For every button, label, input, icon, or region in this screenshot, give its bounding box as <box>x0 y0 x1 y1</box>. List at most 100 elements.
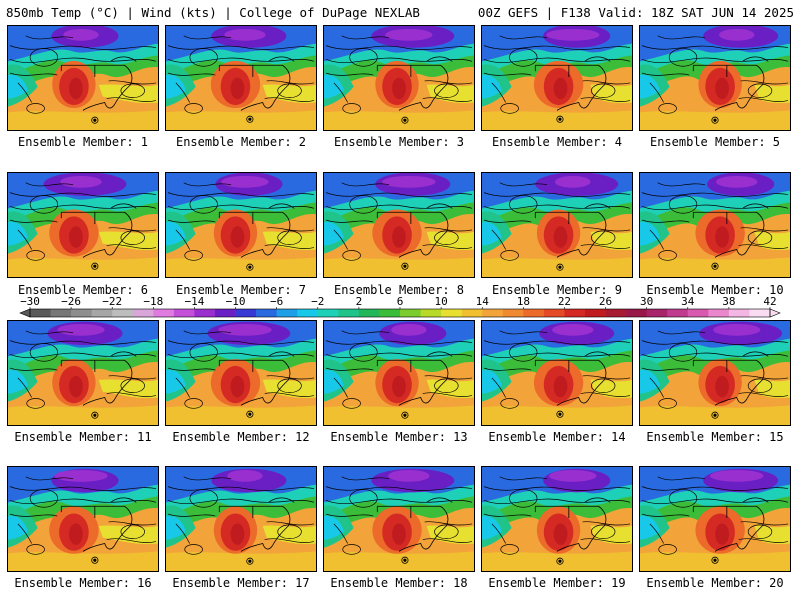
colorbar-swatch <box>687 309 709 317</box>
ensemble-member-label: Ensemble Member: 19 <box>488 576 626 590</box>
ensemble-member-label: Ensemble Member: 3 <box>333 135 465 149</box>
colorbar-swatch <box>194 309 216 317</box>
colorbar-swatch <box>728 309 750 317</box>
ensemble-member-map <box>165 172 317 278</box>
ensemble-member-label: Ensemble Member: 2 <box>175 135 307 149</box>
colorbar-swatch <box>30 309 51 317</box>
ensemble-member-map <box>481 172 633 278</box>
ensemble-member-map <box>7 466 159 572</box>
ensemble-member-map <box>165 466 317 572</box>
colorbar-tick-label: 38 <box>722 295 735 308</box>
colorbar-swatch <box>215 309 236 317</box>
colorbar-swatch <box>585 309 606 317</box>
colorbar-swatch <box>173 309 195 317</box>
ensemble-member-label: Ensemble Member: 20 <box>646 576 784 590</box>
ensemble-member-map <box>7 320 159 426</box>
colorbar-swatch <box>646 309 668 317</box>
ensemble-member-label: Ensemble Member: 15 <box>646 430 784 444</box>
chart-title: 850mb Temp (°C) | Wind (kts) | College o… <box>6 5 420 20</box>
colorbar-tick-label: 14 <box>476 295 490 308</box>
colorbar-swatch <box>461 309 483 317</box>
ensemble-member-map <box>165 320 317 426</box>
colorbar-swatch <box>420 309 442 317</box>
colorbar-min-arrow <box>19 308 31 318</box>
colorbar-tick-label: −2 <box>311 295 324 308</box>
colorbar-tick-label: −10 <box>226 295 246 308</box>
colorbar-swatch <box>338 309 360 317</box>
colorbar-swatch <box>379 309 401 317</box>
colorbar-swatch <box>132 309 154 317</box>
ensemble-member-map <box>7 172 159 278</box>
colorbar-swatch <box>50 309 72 317</box>
ensemble-member-map <box>481 466 633 572</box>
ensemble-member-map <box>639 466 791 572</box>
temperature-colorbar: −30 −26 −22 −18 −14 −10 −6 −2 2 6 10 14 18 22 26 30 34 38… <box>19 295 781 318</box>
colorbar-swatch <box>502 309 524 317</box>
ensemble-member-label: Ensemble Member: 7 <box>175 283 307 297</box>
colorbar-swatch <box>276 309 298 317</box>
colorbar-swatch <box>605 309 627 317</box>
colorbar-tick-label: −22 <box>102 295 122 308</box>
colorbar-tick-label: 6 <box>397 295 404 308</box>
colorbar-swatch <box>441 309 462 317</box>
ensemble-member-map <box>323 172 475 278</box>
ensemble-member-label: Ensemble Member: 16 <box>14 576 152 590</box>
colorbar-swatch <box>112 309 134 317</box>
colorbar-swatch <box>400 309 421 317</box>
ensemble-member-map <box>481 25 633 131</box>
colorbar-swatch <box>235 309 257 317</box>
ensemble-member-map <box>7 25 159 131</box>
ensemble-member-label: Ensemble Member: 4 <box>491 135 623 149</box>
colorbar-tick-label: 34 <box>681 295 695 308</box>
ensemble-member-label: Ensemble Member: 10 <box>646 283 784 297</box>
colorbar-swatch <box>256 309 277 317</box>
colorbar-tick-label: 22 <box>558 295 571 308</box>
ensemble-member-label: Ensemble Member: 17 <box>172 576 310 590</box>
ensemble-member-map <box>165 25 317 131</box>
ensemble-member-label: Ensemble Member: 8 <box>333 283 465 297</box>
colorbar-swatch <box>358 309 380 317</box>
colorbar-tick-label: −14 <box>185 295 205 308</box>
ensemble-member-map <box>639 320 791 426</box>
colorbar-swatch <box>317 309 339 317</box>
ensemble-member-map <box>639 25 791 131</box>
colorbar-tick-label: −30 <box>20 295 40 308</box>
ensemble-member-map <box>323 466 475 572</box>
ensemble-member-label: Ensemble Member: 12 <box>172 430 310 444</box>
colorbar-swatch <box>667 309 689 317</box>
ensemble-member-label: Ensemble Member: 9 <box>491 283 623 297</box>
ensemble-member-label: Ensemble Member: 14 <box>488 430 626 444</box>
ensemble-member-map <box>481 320 633 426</box>
colorbar-tick-label: 10 <box>434 295 447 308</box>
ensemble-member-label: Ensemble Member: 11 <box>14 430 152 444</box>
run-valid-time: 00Z GEFS | F138 Valid: 18Z SAT JUN 14 20… <box>477 5 794 20</box>
colorbar-swatch <box>749 309 771 317</box>
ensemble-member-label: Ensemble Member: 6 <box>17 283 149 297</box>
colorbar-swatch <box>153 309 175 317</box>
colorbar-swatch <box>564 309 586 317</box>
colorbar-tick-label: −6 <box>270 295 283 308</box>
ensemble-member-map <box>323 25 475 131</box>
colorbar-swatch <box>626 309 647 317</box>
colorbar-swatch <box>71 309 92 317</box>
ensemble-member-label: Ensemble Member: 5 <box>649 135 781 149</box>
colorbar-swatch <box>297 309 319 317</box>
colorbar-swatch <box>482 309 504 317</box>
colorbar-tick-label: −18 <box>143 295 163 308</box>
colorbar-swatch <box>708 309 730 317</box>
ensemble-member-map <box>323 320 475 426</box>
colorbar-swatch <box>91 309 113 317</box>
colorbar-max-arrow <box>769 308 781 318</box>
colorbar-tick-label: 42 <box>763 295 776 308</box>
ensemble-member-label: Ensemble Member: 18 <box>330 576 468 590</box>
colorbar-swatch <box>523 309 545 317</box>
colorbar-tick-label: 18 <box>517 295 530 308</box>
ensemble-member-label: Ensemble Member: 1 <box>17 135 149 149</box>
colorbar-swatch <box>543 309 565 317</box>
colorbar-tick-label: 26 <box>599 295 612 308</box>
colorbar-tick-label: 2 <box>356 295 363 308</box>
ensemble-member-label: Ensemble Member: 13 <box>330 430 468 444</box>
colorbar-tick-label: 30 <box>640 295 653 308</box>
ensemble-member-map <box>639 172 791 278</box>
colorbar-tick-label: −26 <box>61 295 81 308</box>
